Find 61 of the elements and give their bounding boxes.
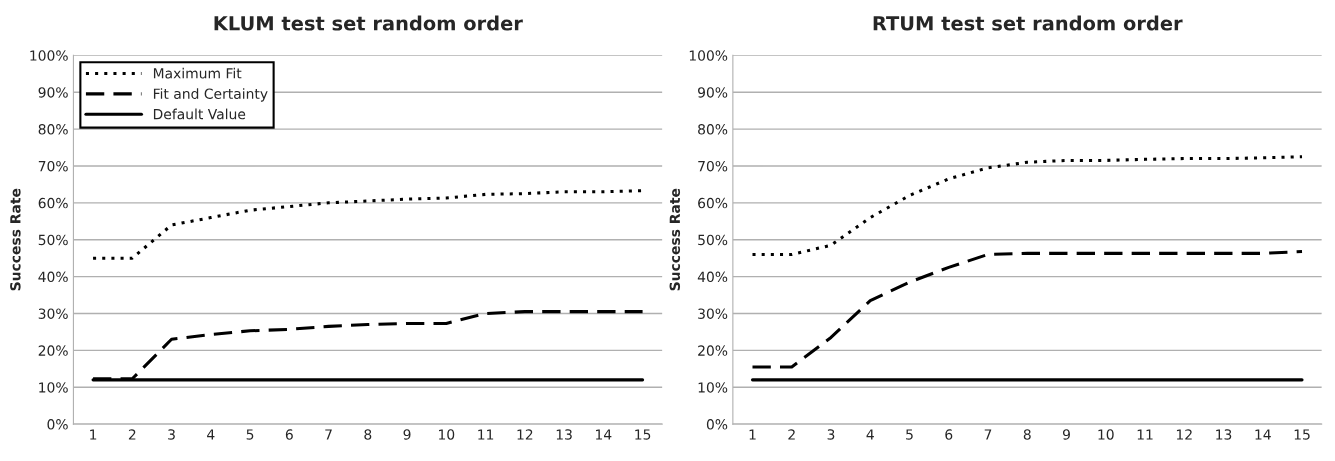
y-tick-label: 30% [38,308,68,319]
y-tick-label: 40% [697,271,728,283]
y-tick-label: 90% [38,87,68,98]
x-tick-label: 13 [1216,429,1232,440]
x-tick-label: 15 [635,429,651,440]
y-tick-label: 10% [698,382,728,393]
x-tick-label: 11 [1137,429,1153,440]
y-tick-label: 80% [38,124,68,135]
x-tick-label: 9 [1062,429,1070,440]
y-tick-label: 70% [38,160,68,172]
x-tick-label: 6 [945,429,953,440]
y-tick-label: 100% [30,50,68,61]
x-tick-label: 5 [246,429,254,440]
y-tick-label: 0% [706,419,728,430]
x-tick-label: 10 [1098,429,1114,440]
x-tick-label: 5 [906,429,913,440]
x-tick-label: 14 [596,429,612,440]
x-tick-label: 9 [403,429,411,440]
x-tick-label: 13 [556,429,572,440]
legend-label: Default Value [153,108,246,120]
x-tick-label: 6 [285,429,293,440]
legend-label: Maximum Fit [153,67,242,79]
x-tick-label: 11 [478,429,494,440]
x-tick-label: 12 [1176,429,1192,440]
y-tick-label: 20% [698,345,728,356]
x-tick-label: 15 [1294,429,1310,440]
y-tick-label: 10% [39,382,68,393]
x-tick-label: 12 [517,429,533,440]
y-tick-label: 60% [38,197,68,209]
x-tick-label: 4 [866,429,874,440]
y-tick-label: 0% [47,419,68,430]
y-axis-title: Success Rate [10,188,21,291]
line-series [750,249,1304,369]
y-axis-title: Success Rate [669,188,681,291]
y-tick-label: 60% [698,197,728,209]
y-tick-label: 40% [38,271,68,283]
x-tick-label: 3 [827,429,835,440]
x-tick-label: 2 [788,429,795,440]
x-tick-label: 7 [984,429,992,440]
x-tick-label: 4 [207,429,215,440]
y-tick-label: 90% [698,87,728,98]
x-tick-label: 1 [90,429,97,440]
y-tick-label: 20% [38,345,68,356]
x-tick-label: 10 [439,429,455,440]
x-tick-label: 2 [128,429,136,440]
y-tick-label: 30% [698,308,728,319]
x-tick-label: 8 [1023,429,1031,440]
chart-title: RTUM test set random order [873,15,1183,31]
legend-label: Fit and Certainty [153,88,268,102]
x-tick-label: 1 [749,429,756,440]
y-tick-label: 100% [689,50,728,61]
x-tick-label: 14 [1255,429,1271,440]
x-tick-label: 3 [168,429,175,440]
x-tick-label: 8 [364,429,372,440]
y-tick-label: 80% [698,124,728,135]
y-tick-label: 50% [38,234,68,246]
x-tick-label: 7 [325,429,332,440]
chart-title: KLUM test set random order [214,15,523,31]
y-tick-label: 70% [698,160,728,172]
y-tick-label: 50% [698,234,728,246]
line-series [750,155,1304,256]
